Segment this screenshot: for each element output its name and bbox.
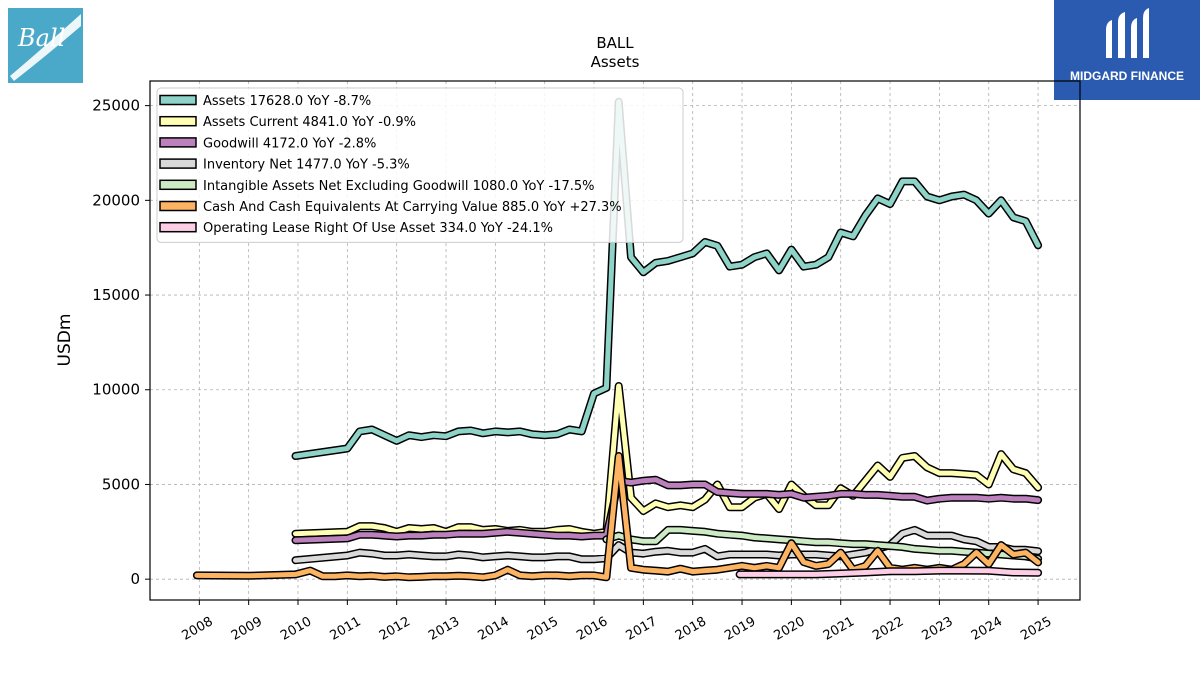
x-tick-label: 2010 bbox=[278, 614, 314, 644]
series-assets bbox=[291, 97, 1043, 460]
legend-swatch bbox=[159, 200, 197, 212]
midgard-finance-logo: MIDGARD FINANCE bbox=[1054, 0, 1200, 100]
legend: Assets 17628.0 YoY -8.7% Assets Current 4… bbox=[156, 87, 684, 243]
legend-swatch bbox=[159, 179, 197, 191]
y-axis-label: USDm bbox=[55, 314, 75, 367]
series-goodwill bbox=[291, 475, 1043, 545]
legend-entry: Assets 17628.0 YoY -8.7% bbox=[203, 94, 371, 109]
chart-subtitle: Assets bbox=[591, 53, 640, 71]
y-tick-label: 0 bbox=[130, 570, 140, 588]
series-line bbox=[293, 477, 1041, 543]
x-tick-label: 2021 bbox=[821, 614, 857, 644]
x-tick-label: 2012 bbox=[377, 614, 413, 644]
x-tick-label: 2020 bbox=[772, 614, 808, 644]
series-inventory-net bbox=[291, 525, 1043, 565]
x-tick-label: 2013 bbox=[426, 614, 462, 644]
chart-title: BALL bbox=[596, 34, 634, 52]
x-tick-label: 2018 bbox=[673, 614, 709, 644]
x-tick-label: 2022 bbox=[870, 614, 906, 644]
legend-box bbox=[156, 87, 684, 243]
legend-entry: Inventory Net 1477.0 YoY -5.3% bbox=[203, 158, 410, 173]
series-line-outline bbox=[291, 382, 1043, 538]
x-tick-label: 2025 bbox=[1018, 614, 1054, 644]
legend-swatch bbox=[159, 94, 197, 106]
x-tick-label: 2008 bbox=[180, 614, 216, 644]
ball-logo: Ball bbox=[8, 8, 83, 83]
legend-entry: Goodwill 4172.0 YoY -2.8% bbox=[203, 136, 376, 151]
x-tick-label: 2015 bbox=[525, 614, 561, 644]
x-tick-label: 2019 bbox=[722, 614, 758, 644]
x-axis: 2008 2009 2010 2011 2012 2013 2014 2015 2016 2017… bbox=[180, 600, 1054, 644]
legend-swatch bbox=[159, 137, 197, 148]
x-tick-label: 2016 bbox=[574, 614, 610, 644]
x-tick-label: 2017 bbox=[624, 614, 660, 644]
y-tick-label: 15000 bbox=[92, 286, 140, 304]
midgard-logo-text: MIDGARD FINANCE bbox=[1070, 69, 1184, 83]
y-tick-label: 25000 bbox=[92, 97, 140, 115]
ball-logo-text: Ball bbox=[17, 24, 65, 52]
y-axis: 0 5000 10000 15000 20000 25000 bbox=[92, 97, 150, 588]
y-tick-label: 5000 bbox=[102, 475, 140, 493]
y-tick-label: 10000 bbox=[92, 381, 140, 399]
x-tick-label: 2011 bbox=[328, 614, 364, 644]
legend-entry: Intangible Assets Net Excluding Goodwill… bbox=[203, 179, 594, 194]
legend-entry: Operating Lease Right Of Use Asset 334.0… bbox=[203, 221, 553, 236]
plot-frame bbox=[149, 80, 1081, 601]
x-tick-label: 2009 bbox=[229, 614, 265, 644]
series-line bbox=[293, 383, 1041, 537]
legend-swatch bbox=[159, 221, 197, 233]
series-intangible-assets-net-excluding-goodwill bbox=[602, 525, 1043, 563]
series-line bbox=[737, 568, 1041, 577]
x-tick-label: 2024 bbox=[969, 614, 1005, 644]
legend-entry: Cash And Cash Equivalents At Carrying Va… bbox=[203, 200, 622, 215]
x-tick-label: 2023 bbox=[920, 614, 956, 644]
legend-entry: Assets Current 4841.0 YoY -0.9% bbox=[203, 115, 416, 130]
legend-swatch bbox=[159, 115, 197, 127]
series-layer bbox=[192, 97, 1043, 582]
legend-swatch bbox=[159, 158, 197, 169]
y-tick-label: 20000 bbox=[92, 191, 140, 209]
series-line bbox=[293, 527, 1041, 563]
series-assets-current bbox=[291, 382, 1043, 538]
series-line bbox=[293, 99, 1041, 459]
x-tick-label: 2014 bbox=[476, 614, 512, 644]
series-operating-lease-right-of-use-asset bbox=[735, 566, 1043, 579]
series-line bbox=[603, 527, 1041, 562]
